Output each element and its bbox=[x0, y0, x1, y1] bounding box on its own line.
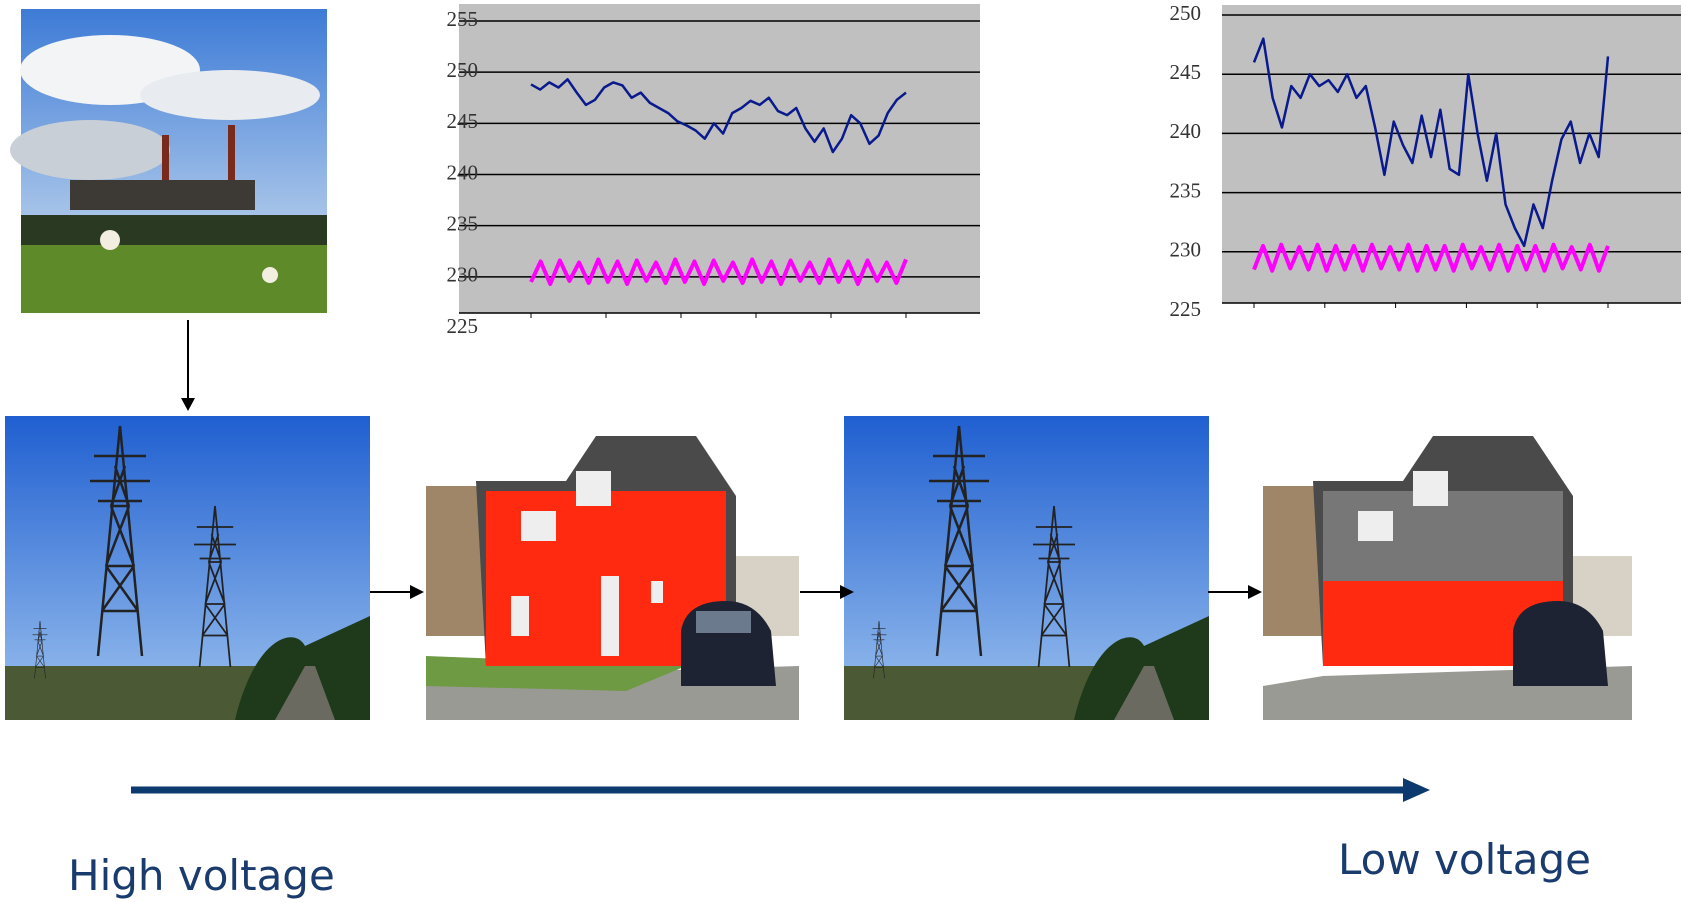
y-tick-label: 230 bbox=[447, 263, 479, 287]
house-photo bbox=[426, 416, 799, 720]
y-tick-label: 240 bbox=[447, 160, 479, 184]
low-voltage-label: Low voltage bbox=[1338, 835, 1591, 884]
arrow-head bbox=[181, 398, 195, 411]
y-tick-label: 255 bbox=[447, 7, 479, 31]
y-tick-label: 235 bbox=[447, 211, 479, 235]
slide: High voltage Low voltage 225 230 235 240 245… bbox=[0, 0, 1681, 903]
y-tick-label: 225 bbox=[447, 314, 479, 338]
y-tick-label: 225 bbox=[1170, 297, 1202, 321]
power-station-photo bbox=[10, 9, 327, 313]
y-tick-label: 250 bbox=[1170, 1, 1202, 25]
plot-area bbox=[1222, 5, 1681, 303]
y-tick-label: 240 bbox=[1170, 119, 1202, 143]
y-tick-label: 230 bbox=[1170, 238, 1202, 262]
y-tick-label: 245 bbox=[1170, 60, 1202, 84]
y-tick-label: 245 bbox=[447, 109, 479, 133]
pylon-photo bbox=[844, 416, 1209, 720]
y-tick-label: 235 bbox=[1170, 178, 1202, 202]
house-photo-half bbox=[1263, 416, 1632, 720]
voltage-arrow-head bbox=[1403, 778, 1430, 802]
pylon-photo bbox=[5, 416, 370, 720]
high-voltage-label: High voltage bbox=[68, 851, 335, 900]
y-tick-label: 250 bbox=[447, 58, 479, 82]
